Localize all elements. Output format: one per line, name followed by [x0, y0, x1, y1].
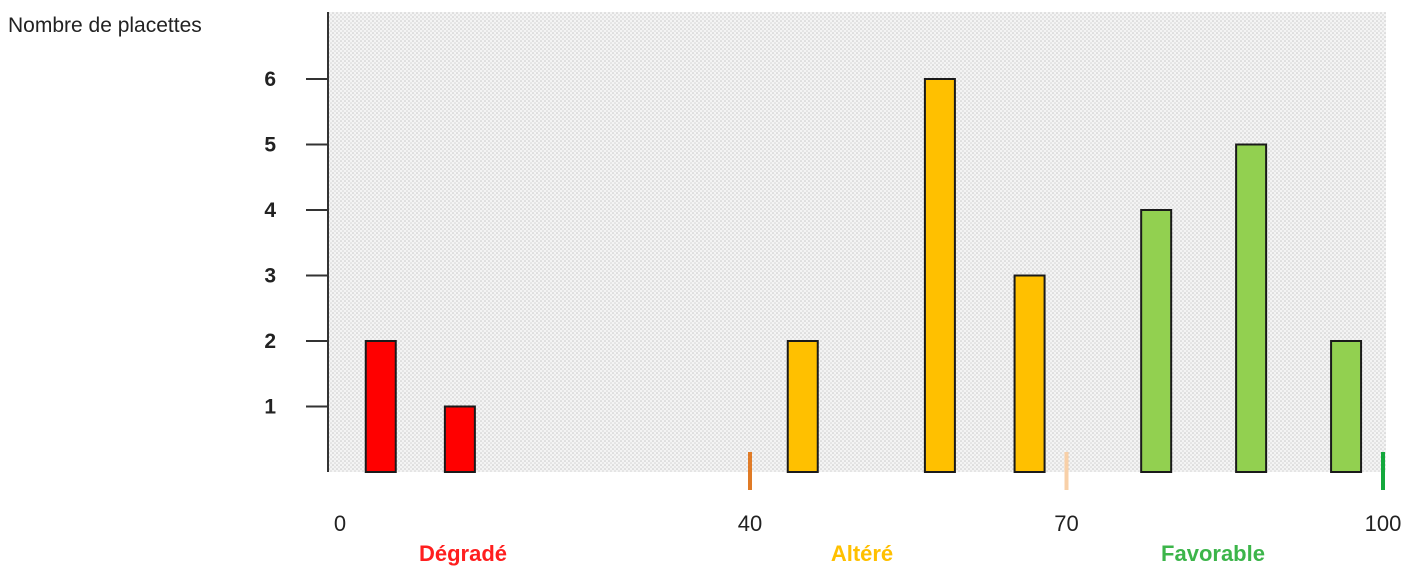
zone-labels: Dégradé Altéré Favorable: [419, 541, 1265, 566]
bar: [1235, 143, 1268, 473]
y-tick-label: 4: [264, 199, 276, 222]
y-tick-label: 1: [264, 396, 276, 419]
zone-label: Altéré: [831, 541, 893, 566]
y-tick-label: 5: [264, 134, 276, 157]
x-tick-label: 100: [1365, 511, 1402, 536]
x-ticks: 0 40 70 100: [334, 452, 1401, 536]
bar: [1013, 274, 1046, 473]
bar: [1140, 209, 1173, 473]
bar: [1330, 340, 1363, 473]
y-axis-label: Nombre de placettes: [8, 14, 202, 37]
zone-label: Dégradé: [419, 541, 507, 566]
bar: [786, 340, 819, 473]
plot-background: [328, 12, 1386, 472]
x-tick-label: 40: [738, 511, 762, 536]
x-tick-label: 70: [1054, 511, 1078, 536]
bars: [364, 78, 1363, 473]
bar: [443, 405, 476, 473]
x-tick-label: 0: [334, 511, 346, 536]
bar: [923, 78, 956, 473]
y-tick-label: 2: [264, 330, 276, 353]
y-tick-label: 3: [264, 265, 276, 288]
y-ticks: 1 2 3 4 5 6: [264, 68, 328, 419]
zone-label: Favorable: [1161, 541, 1265, 566]
y-tick-label: 6: [264, 68, 276, 91]
bar: [364, 340, 397, 473]
